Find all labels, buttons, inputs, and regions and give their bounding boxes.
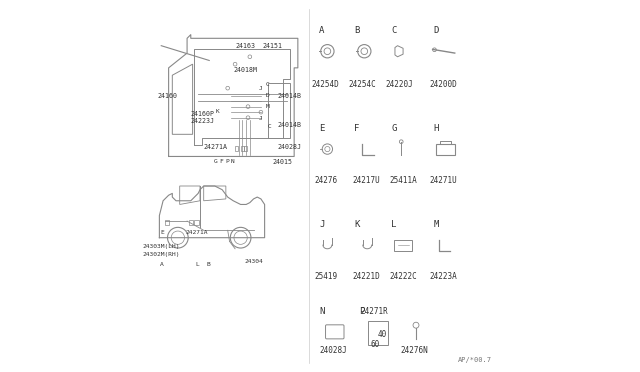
Text: C: C xyxy=(391,26,397,35)
Text: D: D xyxy=(266,93,269,98)
Text: E: E xyxy=(319,124,324,133)
Text: P: P xyxy=(225,159,229,164)
Text: 24160: 24160 xyxy=(157,93,177,99)
Text: 24028J: 24028J xyxy=(278,144,301,150)
Text: AP/*00.7: AP/*00.7 xyxy=(458,356,492,363)
Text: 24303M(LH): 24303M(LH) xyxy=(142,244,180,249)
Text: 24304: 24304 xyxy=(244,259,263,264)
Text: 60: 60 xyxy=(370,340,380,349)
Text: 24221D: 24221D xyxy=(352,272,380,281)
Text: 24276N: 24276N xyxy=(400,346,428,355)
Text: K: K xyxy=(354,220,360,229)
Text: 24014B: 24014B xyxy=(278,93,301,99)
Text: 24015: 24015 xyxy=(272,159,292,165)
Text: G: G xyxy=(214,159,218,164)
Text: A: A xyxy=(319,26,324,35)
Bar xyxy=(436,144,455,155)
Bar xyxy=(268,83,291,138)
Text: J: J xyxy=(259,116,262,121)
Text: F: F xyxy=(354,124,360,133)
Text: 24220J: 24220J xyxy=(385,80,413,89)
Text: 24271A: 24271A xyxy=(185,230,208,235)
Text: 24223A: 24223A xyxy=(430,272,458,281)
Text: 24271A: 24271A xyxy=(204,144,228,150)
Text: 25411A: 25411A xyxy=(389,176,417,185)
Text: N: N xyxy=(319,307,324,316)
Text: 24276: 24276 xyxy=(314,176,337,185)
Text: 24254C: 24254C xyxy=(349,80,376,89)
Text: 24271R: 24271R xyxy=(361,307,388,316)
Text: L: L xyxy=(196,262,199,267)
Bar xyxy=(368,321,388,345)
Text: G: G xyxy=(391,124,397,133)
Text: 24223J: 24223J xyxy=(191,118,215,124)
Bar xyxy=(244,147,247,151)
Text: E: E xyxy=(160,230,164,235)
Text: 24163: 24163 xyxy=(235,43,255,49)
Text: 24254D: 24254D xyxy=(312,80,339,89)
Text: 24222C: 24222C xyxy=(389,272,417,281)
Text: D: D xyxy=(434,26,439,35)
Text: 40: 40 xyxy=(378,330,387,339)
Text: F: F xyxy=(219,159,223,164)
Text: 24028J: 24028J xyxy=(319,346,347,355)
Text: 24302M(RH): 24302M(RH) xyxy=(142,252,180,257)
Text: M: M xyxy=(434,220,439,229)
Text: N: N xyxy=(231,159,235,164)
Text: 24271U: 24271U xyxy=(430,176,458,185)
Text: 24200D: 24200D xyxy=(430,80,458,89)
Text: B: B xyxy=(354,26,360,35)
Text: J: J xyxy=(319,220,324,229)
Bar xyxy=(241,147,244,151)
Text: J: J xyxy=(259,86,262,91)
Bar xyxy=(195,219,199,225)
Bar xyxy=(165,219,170,225)
Text: C: C xyxy=(267,124,271,129)
Text: 24217U: 24217U xyxy=(352,176,380,185)
Text: C: C xyxy=(266,82,269,87)
Text: 24160P: 24160P xyxy=(191,111,215,117)
Text: K: K xyxy=(216,109,220,114)
Text: 24018M: 24018M xyxy=(233,67,257,73)
Text: L: L xyxy=(391,220,397,229)
Bar xyxy=(394,240,412,251)
Text: H: H xyxy=(434,124,439,133)
Text: 24014B: 24014B xyxy=(278,122,301,128)
Bar xyxy=(189,219,193,225)
Text: 24151: 24151 xyxy=(263,43,283,49)
Text: 25419: 25419 xyxy=(314,272,337,281)
Text: P: P xyxy=(359,307,364,316)
Text: A: A xyxy=(160,262,164,267)
Bar xyxy=(235,147,238,151)
Text: B: B xyxy=(207,262,211,267)
Text: M: M xyxy=(266,104,269,109)
